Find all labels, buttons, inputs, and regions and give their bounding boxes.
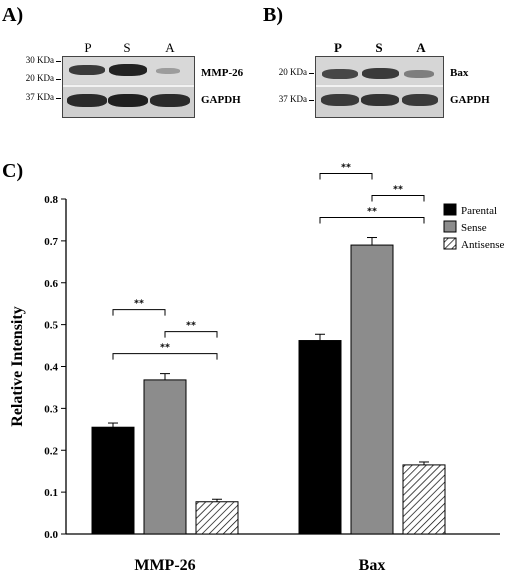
panel-b-tick [309,73,314,74]
band [362,68,399,79]
band [67,94,107,107]
bar [350,244,394,535]
bar [195,501,239,535]
significance-label: ** [393,185,403,196]
band [404,70,434,78]
panel-b-lane-p: P [334,40,342,55]
x-category-label: Bax [359,557,386,574]
y-tick-label: 0.4 [44,362,58,374]
band [108,94,148,107]
panel-b-lane-a: A [416,40,426,55]
panel-a-protein-mmp26: MMP-26 [201,67,244,79]
y-tick-label: 0.8 [44,194,58,206]
significance-bracket [319,217,425,224]
panel-a-lane-p: P [84,40,92,55]
significance-bracket [319,173,373,180]
band [402,94,438,106]
bar [298,340,342,535]
panel-a-blot [62,56,195,118]
panel-b-protein-bax: Bax [450,67,469,79]
significance-bracket [164,331,218,338]
panel-b-tick [309,100,314,101]
panel-a-lane-s: S [123,40,131,55]
y-tick-label: 0.3 [44,403,58,415]
significance-bracket [112,353,218,360]
bar [402,464,446,535]
y-tick-label: 0.6 [44,278,58,290]
panel-a-lane-a: A [165,40,175,55]
legend-label: Antisense [461,239,505,251]
panel-b-marker-20: 20 KDa [278,67,307,77]
legend-label: Parental [461,205,497,217]
panel-b-marker-37: 37 KDa [278,94,307,104]
panel-a-marker-30: 30 KDa [25,55,54,65]
band [361,94,399,106]
significance-label: ** [341,163,351,174]
panel-a-label: A) [2,4,24,26]
panel-a-marker-37: 37 KDa [25,92,54,102]
y-tick-label: 0.0 [44,529,58,541]
x-category-label: MMP-26 [134,557,195,574]
panel-a-tick [56,61,61,62]
legend-label: Sense [461,222,487,234]
panel-a-tick [56,98,61,99]
band [69,65,105,75]
legend-swatch [443,237,457,250]
y-tick-label: 0.5 [44,320,58,332]
bar [91,426,135,535]
panel-b-label: B) [263,4,283,26]
bar [143,379,187,535]
band [321,94,359,106]
significance-bracket [112,309,166,316]
panel-a-protein-gapdh: GAPDH [201,94,241,106]
band [322,69,358,79]
legend-swatch [443,203,457,216]
panel-c-label: C) [2,160,24,182]
significance-label: ** [367,207,377,218]
panel-b-lane-s: S [375,40,383,55]
legend-swatch [443,220,457,233]
y-axis-label: Relative Intensity [9,306,26,426]
significance-bracket [371,195,425,202]
band [156,68,180,74]
y-tick-label: 0.7 [44,236,58,248]
panel-b-protein-gapdh: GAPDH [450,94,490,106]
band [109,64,147,76]
significance-label: ** [160,343,170,354]
y-tick-label: 0.2 [44,445,58,457]
panel-b-blot [315,56,444,118]
significance-label: ** [186,321,196,332]
significance-label: ** [134,299,144,310]
band [150,94,190,107]
panel-a-marker-20: 20 KDa [25,73,54,83]
y-tick-label: 0.1 [44,487,58,499]
panel-a-tick [56,79,61,80]
